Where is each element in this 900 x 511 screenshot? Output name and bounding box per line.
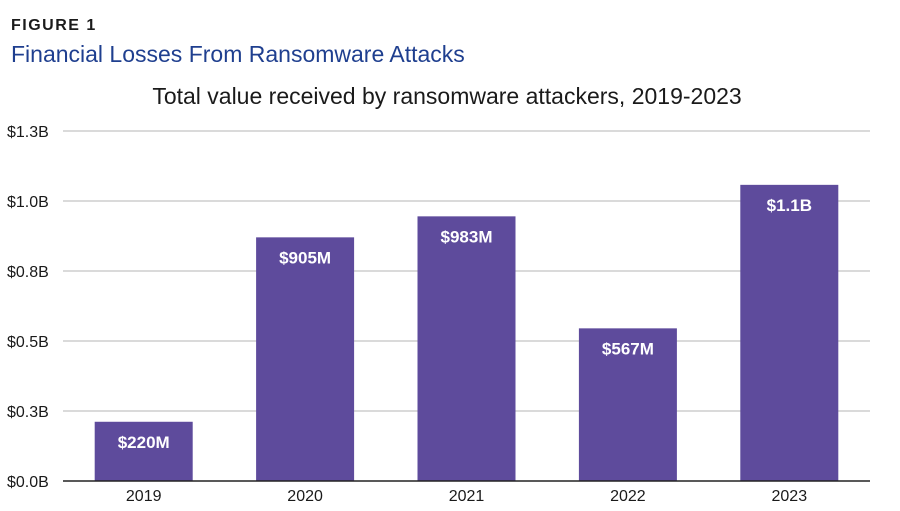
y-tick-label: $1.0B: [7, 194, 49, 211]
figure-label: FIGURE 1: [11, 17, 97, 34]
figure-title: Financial Losses From Ransomware Attacks: [11, 41, 465, 67]
x-tick-label-2021: 2021: [449, 488, 485, 505]
bars: [94, 184, 839, 481]
bar-2019: [94, 421, 193, 481]
bar-2021: [417, 216, 516, 481]
y-tick-label: $0.0B: [7, 474, 49, 491]
y-axis-ticks: $0.0B $0.3B $0.5B $0.8B $1.0B $1.3B: [7, 124, 49, 491]
y-tick-label: $0.5B: [7, 334, 49, 351]
data-label-2022: $567M: [602, 339, 654, 358]
y-tick-label: $0.3B: [7, 404, 49, 421]
data-label-2019: $220M: [118, 433, 170, 452]
x-axis-ticks: 2019 2020 2021 2022 2023: [126, 488, 807, 505]
bar-2023: [740, 184, 839, 481]
bar-2022: [578, 328, 677, 481]
x-tick-label-2019: 2019: [126, 488, 162, 505]
data-labels: $220M $905M $983M $567M $1.1B: [118, 196, 812, 452]
bar-2020: [256, 237, 355, 481]
data-label-2023: $1.1B: [767, 196, 812, 215]
data-label-2021: $983M: [441, 227, 493, 246]
x-tick-label-2022: 2022: [610, 488, 646, 505]
y-tick-label: $1.3B: [7, 124, 49, 141]
chart-subtitle: Total value received by ransomware attac…: [152, 83, 741, 109]
x-tick-label-2023: 2023: [772, 488, 808, 505]
x-tick-label-2020: 2020: [287, 488, 323, 505]
y-tick-label: $0.8B: [7, 264, 49, 281]
data-label-2020: $905M: [279, 248, 331, 267]
